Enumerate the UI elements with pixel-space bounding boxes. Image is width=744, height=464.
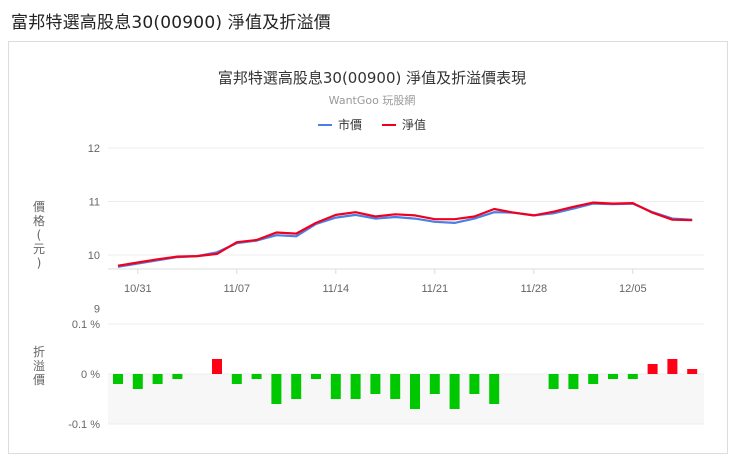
x-tick-label: 11/07 — [223, 283, 250, 295]
premium-bar — [350, 374, 361, 399]
premium-axis-label: 折溢價 — [32, 345, 45, 387]
page-title: 富邦特選高股息30(00900) 淨值及折溢價 — [11, 13, 331, 33]
y-tick-label: 10 — [88, 250, 100, 262]
premium-bar — [330, 374, 341, 399]
series-line-淨值 — [117, 201, 693, 267]
legend-line-icon — [317, 123, 332, 126]
premium-bar — [370, 374, 381, 394]
price-axis-label: 價格(元) — [32, 200, 45, 270]
premium-bar — [231, 374, 242, 384]
premium-bar — [113, 374, 123, 384]
x-tick-label: 12/05 — [619, 283, 647, 295]
premium-tick-label: 0.1 % — [72, 319, 100, 331]
premium-bar — [449, 374, 460, 409]
premium-bar — [429, 374, 440, 394]
legend-label: 市價 — [337, 118, 362, 132]
chart-legend: 市價 淨值 — [0, 116, 744, 133]
premium-tick-label: -0.1 % — [68, 419, 100, 431]
premium-bar — [271, 374, 282, 404]
x-tick-label: 10/31 — [124, 283, 152, 295]
x-tick-label: 11/21 — [421, 283, 448, 295]
premium-bar — [172, 374, 183, 379]
premium-bar — [687, 369, 698, 374]
premium-bar — [647, 364, 658, 374]
premium-bar — [568, 374, 579, 389]
premium-bar — [410, 374, 420, 409]
y-tick-label: 12 — [88, 143, 100, 155]
legend-line-icon — [382, 123, 396, 126]
premium-bar — [212, 359, 222, 374]
premium-bar — [251, 374, 262, 379]
premium-bar — [667, 359, 678, 374]
y-tick-label: 11 — [89, 197, 100, 209]
legend-item-nav[interactable]: 淨值 — [382, 116, 426, 133]
premium-bar — [311, 374, 321, 379]
negative-zone — [108, 374, 704, 424]
premium-bar — [548, 374, 559, 389]
premium-bar — [291, 374, 302, 399]
premium-bar — [390, 374, 401, 399]
x-tick-label: 11/28 — [520, 283, 547, 295]
premium-bar — [469, 374, 480, 394]
premium-bar — [152, 374, 163, 384]
chart-subtitle: WantGoo 玩股網 — [328, 94, 416, 107]
premium-bar — [132, 374, 143, 389]
legend-label: 淨值 — [402, 118, 427, 132]
legend-item-market-price[interactable]: 市價 — [317, 116, 362, 133]
premium-tick-label: 0 % — [81, 369, 100, 381]
chart-title: 富邦特選高股息30(00900) 淨值及折溢價表現 — [217, 69, 527, 87]
y-tick-label: 9 — [94, 304, 100, 316]
premium-bar — [608, 374, 618, 379]
premium-bar — [588, 374, 599, 384]
premium-bar — [489, 374, 500, 404]
x-tick-label: 11/14 — [322, 283, 349, 295]
premium-bar — [627, 374, 638, 379]
series-line-市價 — [117, 202, 693, 268]
